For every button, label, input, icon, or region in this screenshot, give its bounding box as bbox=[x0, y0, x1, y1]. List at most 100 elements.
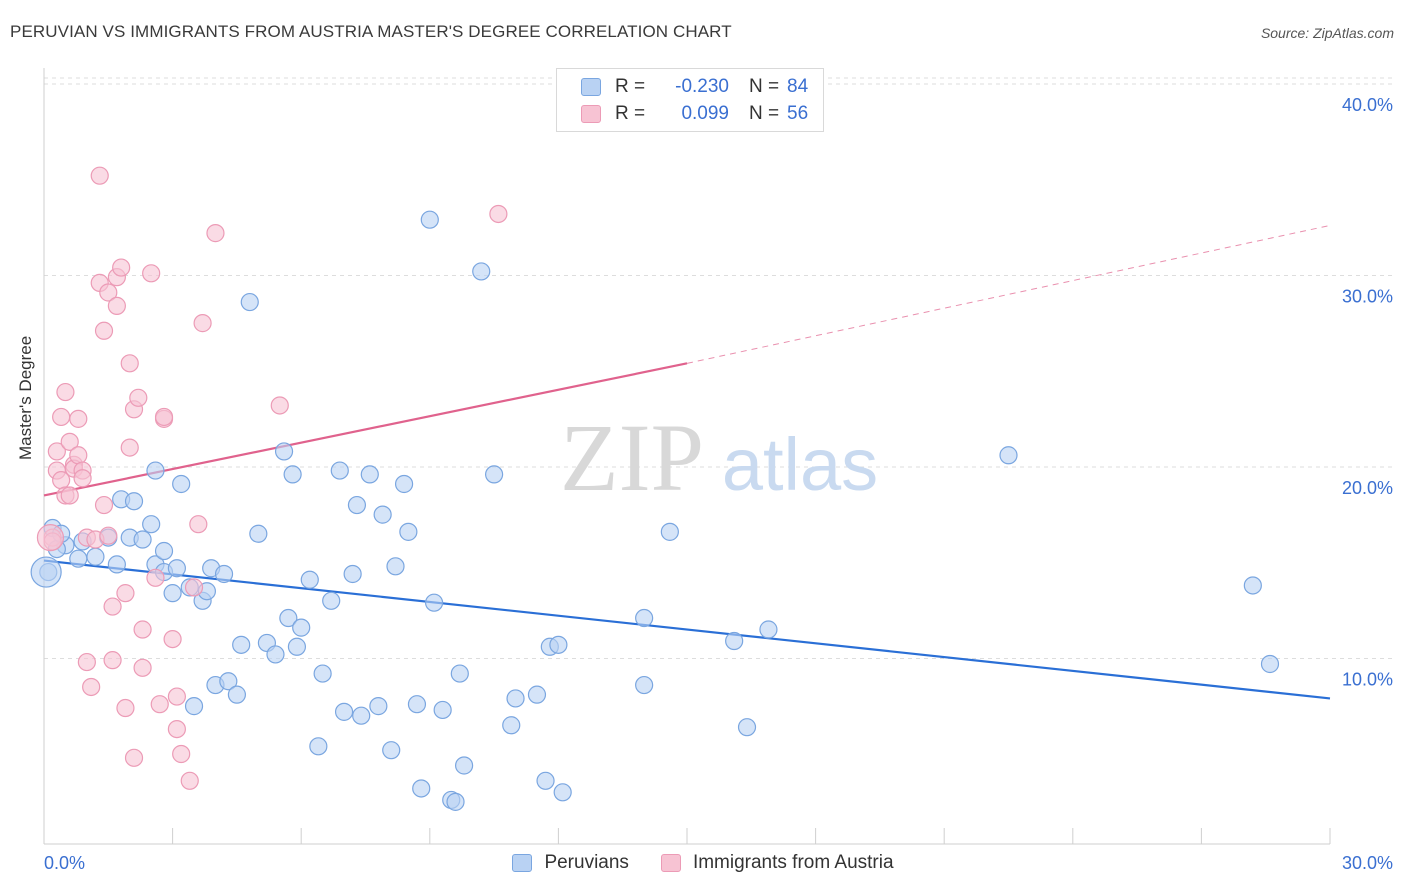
point-austria bbox=[489, 204, 508, 224]
point-austria bbox=[142, 264, 161, 283]
point-austria bbox=[60, 432, 79, 451]
point-peruvians bbox=[660, 522, 679, 541]
point-peruvians bbox=[635, 675, 654, 695]
point-peruvians bbox=[454, 756, 474, 775]
point-austria bbox=[73, 469, 92, 488]
legend-swatch-blue bbox=[581, 78, 601, 96]
point-peruvians bbox=[184, 697, 204, 716]
point-peruvians bbox=[999, 446, 1018, 465]
legend-n-label: N = bbox=[749, 76, 780, 97]
point-peruvians bbox=[394, 474, 414, 494]
point-austria bbox=[107, 296, 126, 315]
point-austria bbox=[120, 354, 139, 373]
point-peruvians bbox=[472, 262, 491, 281]
watermark: ZIP atlas bbox=[560, 404, 878, 511]
point-peruvians bbox=[420, 210, 439, 229]
stats-legend: R = -0.230 N = 84 R = 0.099 N = 56 bbox=[556, 68, 824, 132]
point-austria bbox=[133, 620, 152, 639]
legend-item-peruvians[interactable]: Peruvians bbox=[512, 852, 629, 874]
point-peruvians bbox=[232, 635, 251, 654]
legend-row-austria: R = 0.099 N = 56 bbox=[581, 101, 808, 127]
point-peruvians bbox=[352, 706, 371, 725]
point-peruvians bbox=[553, 783, 572, 802]
point-austria bbox=[120, 438, 139, 457]
point-peruvians bbox=[330, 461, 349, 480]
y-tick-label: 30.0% bbox=[1342, 287, 1393, 307]
point-austria bbox=[167, 719, 186, 739]
point-peruvians bbox=[343, 564, 362, 584]
data-points bbox=[30, 166, 1280, 811]
point-peruvians bbox=[86, 547, 105, 566]
point-peruvians bbox=[107, 555, 126, 574]
y-axis-label: Master's Degree bbox=[16, 335, 35, 460]
point-peruvians bbox=[737, 718, 757, 737]
point-peruvians bbox=[240, 292, 259, 312]
point-austria bbox=[154, 407, 174, 427]
point-peruvians bbox=[154, 541, 174, 561]
point-austria bbox=[99, 526, 118, 545]
point-austria bbox=[150, 695, 169, 714]
y-tick-label: 20.0% bbox=[1342, 478, 1393, 498]
point-austria bbox=[60, 486, 79, 505]
legend-label-austria: Immigrants from Austria bbox=[692, 852, 894, 873]
point-peruvians bbox=[287, 637, 307, 656]
point-peruvians bbox=[124, 492, 144, 511]
point-peruvians bbox=[369, 697, 388, 716]
y-tick-label: 40.0% bbox=[1342, 95, 1393, 115]
legend-swatch-blue bbox=[512, 854, 533, 872]
point-peruvians bbox=[313, 664, 332, 683]
point-austria bbox=[103, 651, 122, 670]
point-peruvians bbox=[142, 515, 161, 534]
point-austria bbox=[129, 388, 148, 407]
point-austria bbox=[206, 224, 225, 243]
legend-row-peruvians: R = -0.230 N = 84 bbox=[581, 74, 808, 100]
point-austria bbox=[172, 744, 191, 764]
point-peruvians bbox=[536, 771, 555, 790]
point-peruvians bbox=[502, 716, 521, 735]
point-peruvians bbox=[146, 461, 165, 480]
point-austria bbox=[47, 442, 66, 461]
point-peruvians bbox=[300, 570, 319, 589]
legend-swatch-pink bbox=[660, 854, 681, 872]
legend-r-label: R = bbox=[615, 103, 646, 124]
point-peruvians bbox=[450, 664, 469, 683]
point-austria bbox=[133, 658, 152, 677]
point-peruvians bbox=[347, 495, 367, 515]
point-peruvians bbox=[30, 556, 62, 588]
point-peruvians bbox=[322, 591, 341, 610]
point-peruvians bbox=[424, 593, 444, 612]
point-peruvians bbox=[266, 645, 285, 664]
legend-swatch-pink bbox=[581, 105, 601, 123]
source-label: Source: ZipAtlas.com bbox=[1260, 25, 1394, 41]
point-peruvians bbox=[386, 557, 405, 576]
point-peruvians bbox=[527, 685, 547, 704]
legend-r-value: 0.099 bbox=[681, 103, 729, 124]
point-austria bbox=[52, 407, 71, 427]
point-austria bbox=[180, 771, 199, 790]
point-peruvians bbox=[725, 631, 744, 651]
x-tick-label: 30.0% bbox=[1342, 853, 1393, 873]
point-peruvians bbox=[759, 620, 778, 639]
series-legend: Peruvians Immigrants from Austria bbox=[0, 852, 1406, 874]
point-austria bbox=[56, 382, 75, 402]
point-peruvians bbox=[446, 792, 465, 811]
point-austria bbox=[99, 283, 118, 302]
point-austria bbox=[270, 396, 289, 415]
y-tick-label: 10.0% bbox=[1342, 670, 1393, 690]
x-tick-label: 0.0% bbox=[44, 853, 85, 873]
watermark-zip: ZIP bbox=[560, 404, 704, 511]
point-peruvians bbox=[283, 465, 302, 484]
point-peruvians bbox=[214, 564, 234, 584]
point-austria bbox=[146, 568, 165, 587]
point-peruvians bbox=[407, 695, 427, 714]
point-peruvians bbox=[549, 635, 568, 654]
point-austria bbox=[82, 677, 101, 697]
point-peruvians bbox=[133, 530, 152, 549]
point-austria bbox=[103, 597, 122, 616]
point-austria bbox=[94, 495, 114, 515]
point-peruvians bbox=[292, 618, 311, 637]
point-peruvians bbox=[412, 779, 431, 798]
legend-item-austria[interactable]: Immigrants from Austria bbox=[660, 852, 894, 874]
point-peruvians bbox=[1260, 654, 1280, 674]
